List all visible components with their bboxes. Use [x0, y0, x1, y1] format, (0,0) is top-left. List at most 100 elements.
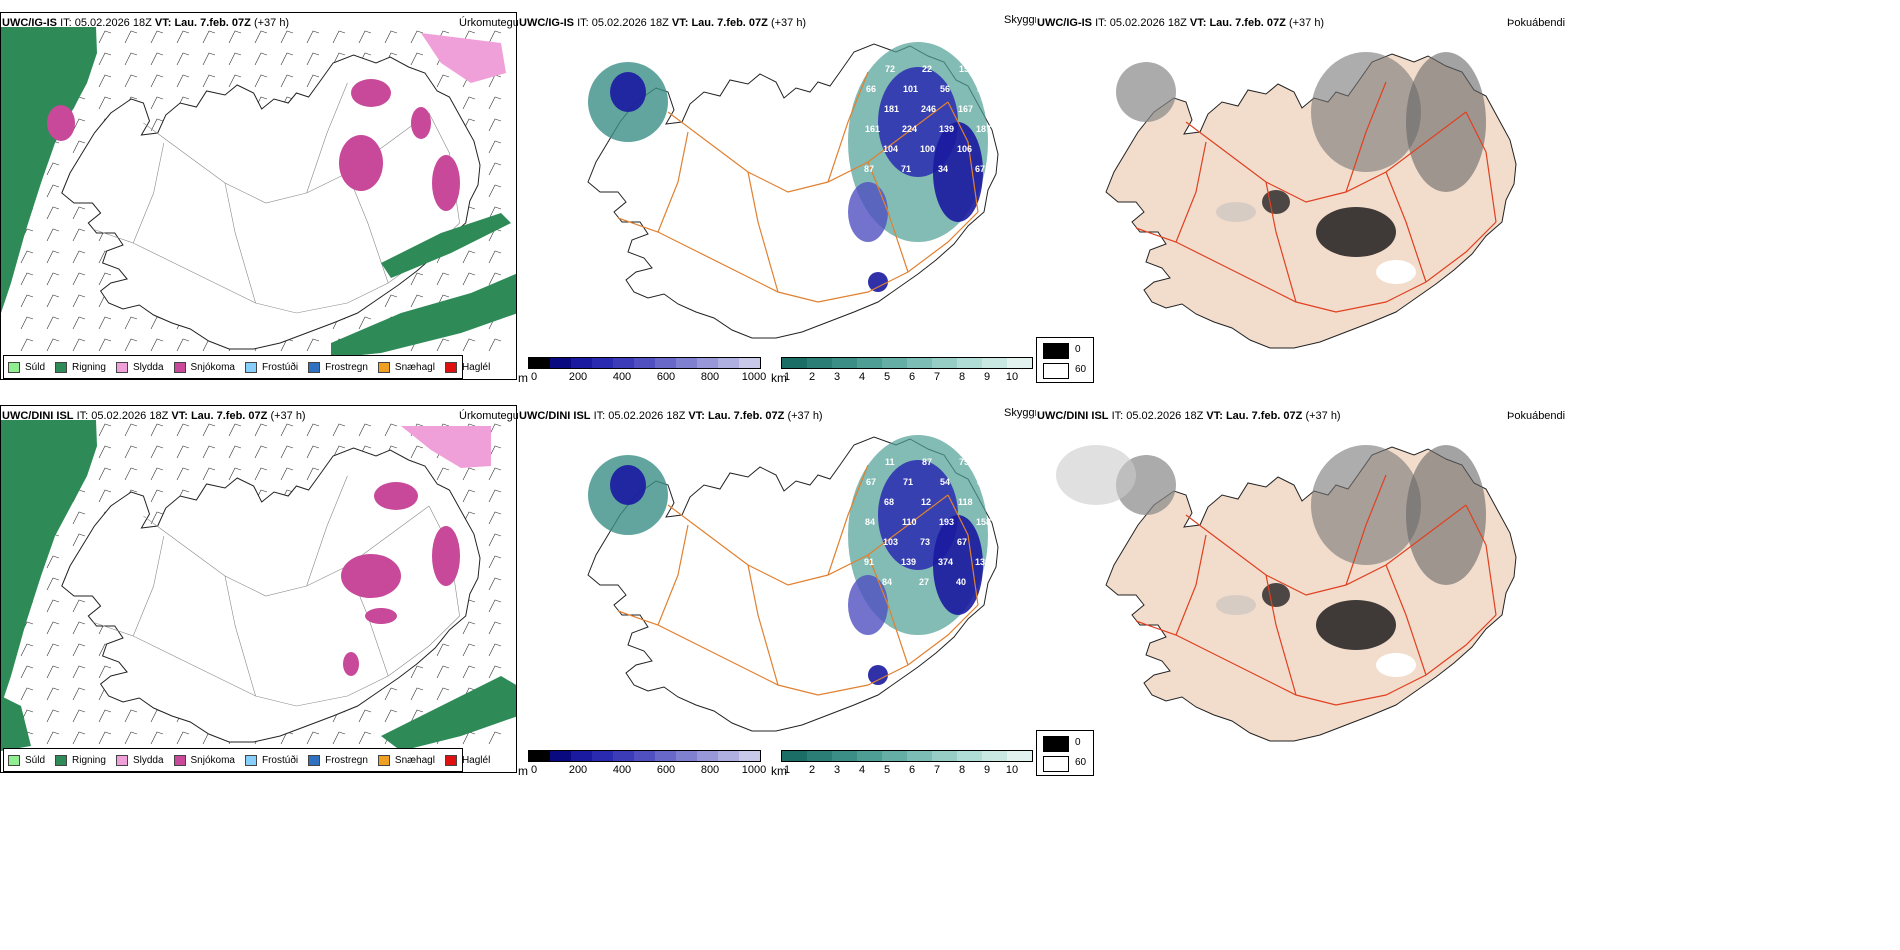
- wind-barb: [150, 489, 164, 503]
- wind-barb: [280, 445, 294, 459]
- colorbar-swatch: [857, 358, 882, 368]
- wind-barb: [46, 338, 60, 352]
- wind-barb: [176, 30, 190, 44]
- wind-barb: [150, 423, 164, 437]
- wind-barb: [384, 423, 398, 437]
- visibility-area: [848, 575, 888, 635]
- snow-area: [432, 526, 460, 586]
- wind-barb: [72, 621, 86, 635]
- legend-item: Slydda: [115, 754, 164, 766]
- wind-barb: [410, 687, 424, 701]
- wind-barb: [358, 316, 372, 330]
- road-line-0: [617, 604, 979, 696]
- visibility-value-label: 39: [977, 84, 987, 94]
- wind-barb: [20, 687, 34, 701]
- wind-barb: [358, 30, 372, 44]
- colorbar-swatch: [571, 358, 592, 368]
- wind-barb: [98, 52, 112, 66]
- header-top-visibility: UWC/IG-IS IT: 05.02.2026 18Z VT: Lau. 7.…: [519, 17, 807, 29]
- legend-swatch: [173, 754, 186, 766]
- header-top-precip: UWC/IG-IS IT: 05.02.2026 18Z VT: Lau. 7.…: [2, 17, 290, 29]
- colorbar-tick: 4: [858, 371, 866, 383]
- colorbar-swatch: [932, 358, 957, 368]
- fog-shade: [1262, 583, 1290, 607]
- wind-barb: [98, 423, 112, 437]
- precip-type-legend-bottom: Súld Rigning Slydda Snjókoma Frostúði Frostre…: [3, 748, 490, 772]
- colorbar-tick: 400: [612, 764, 632, 776]
- colorbar-swatch: [529, 751, 550, 761]
- legend-swatch: [444, 754, 457, 766]
- legend-item: Snæhagl: [377, 754, 435, 766]
- wind-barb: [462, 643, 476, 657]
- wind-barb: [46, 599, 60, 613]
- header-top-fog: UWC/IG-IS IT: 05.02.2026 18Z VT: Lau. 7.…: [1037, 17, 1325, 29]
- visibility-area: [868, 665, 888, 685]
- wind-barb: [488, 250, 502, 264]
- colorbar-tick: 7: [933, 764, 941, 776]
- fog-shade: [1262, 190, 1290, 214]
- colorbar-swatch: [571, 751, 592, 761]
- road-line-1: [667, 101, 949, 193]
- legend-label: Snæhagl: [394, 361, 435, 373]
- road-line-3: [867, 161, 909, 273]
- wind-barb: [202, 445, 216, 459]
- colorbar-swatch: [676, 358, 697, 368]
- wind-barb: [150, 118, 164, 132]
- wind-barb: [72, 206, 86, 220]
- colorbar-swatch: [613, 751, 634, 761]
- colorbar-tick: 4: [858, 764, 866, 776]
- fog-shade: [1056, 445, 1136, 505]
- road-line-2: [747, 171, 779, 293]
- wind-barb: [384, 30, 398, 44]
- fog-legend-label: 0: [1075, 737, 1081, 748]
- visibility-value-label: 99: [848, 457, 858, 467]
- road-line-4: [132, 535, 165, 637]
- wind-barb: [332, 52, 346, 66]
- wind-barb: [462, 665, 476, 679]
- wind-barb: [488, 555, 502, 569]
- snow-area: [374, 482, 418, 510]
- fog-legend-label: 60: [1075, 364, 1087, 375]
- wind-barb: [98, 665, 112, 679]
- visibility-m-colorbar-bottom: m 0 200 400 600 800 1000: [518, 750, 768, 782]
- wind-barb: [410, 52, 424, 66]
- visibility-value-label: 54: [940, 477, 950, 487]
- road-line-5: [306, 82, 348, 194]
- legend-item: Snjókoma: [173, 361, 235, 373]
- colorbar-swatch: [832, 751, 857, 761]
- visibility-map-bottom: 99 11 87 75 67 71 54 84 68 12 118 84 110 193 158 103 73 6…: [587, 435, 999, 732]
- colorbar-swatch: [739, 751, 760, 761]
- wind-barb: [228, 74, 242, 88]
- wind-barb: [124, 338, 138, 352]
- fog-shade: [1311, 52, 1421, 172]
- legend-swatch: [115, 361, 128, 373]
- fog-shade: [1311, 445, 1421, 565]
- colorbar-boxes: [781, 357, 1033, 369]
- wind-barb: [124, 445, 138, 459]
- wind-barb: [306, 423, 320, 437]
- road-line-2: [747, 564, 779, 686]
- visibility-value-label: 139: [939, 124, 954, 134]
- road-line-4: [132, 142, 165, 244]
- colorbar-tick: 2: [808, 371, 816, 383]
- colorbar-tick: 9: [983, 764, 991, 776]
- colorbar-tick: 5: [883, 371, 891, 383]
- road-line-4: [657, 524, 689, 626]
- legend-swatch: [244, 754, 257, 766]
- visibility-value-label: 193: [939, 517, 954, 527]
- visibility-area: [848, 182, 888, 242]
- colorbar-swatch: [857, 751, 882, 761]
- precip-type-panel-bottom: Súld Rigning Slydda Snjókoma Frostúði Frostre…: [0, 405, 517, 773]
- road-line-2: [1265, 181, 1297, 303]
- wind-barb: [488, 272, 502, 286]
- legend-label: Haglél: [461, 754, 491, 766]
- wind-barb: [46, 665, 60, 679]
- wind-barb: [72, 316, 86, 330]
- visibility-value-label: 71: [903, 477, 913, 487]
- legend-item: Snjókoma: [173, 754, 235, 766]
- wind-barb: [72, 599, 86, 613]
- wind-barb: [462, 621, 476, 635]
- wind-barb: [46, 206, 60, 220]
- colorbar-tick: 400: [612, 371, 632, 383]
- road-line-6: [947, 101, 979, 213]
